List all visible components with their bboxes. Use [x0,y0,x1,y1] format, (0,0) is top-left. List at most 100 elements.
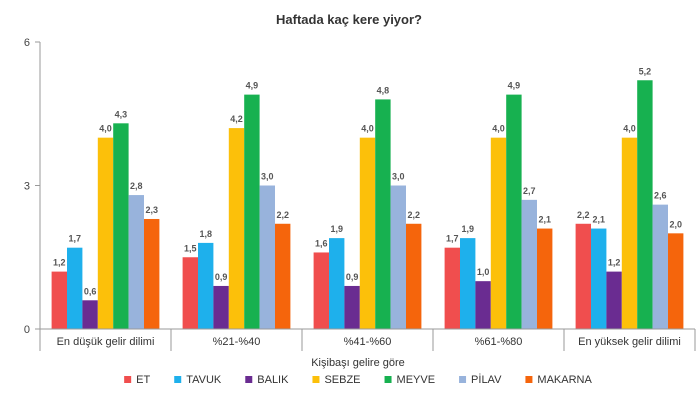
y-tick-label: 6 [24,37,30,49]
bar-value-label: 4,0 [623,124,636,134]
bar [475,281,491,329]
bar [606,271,622,329]
bar [344,285,360,329]
chart-title: Haftada kaç kere yiyor? [276,12,422,27]
bar [82,300,98,329]
x-tick-label: %21-%40 [213,336,261,348]
bar-value-label: 1,2 [53,258,66,268]
bar-value-label: 1,8 [199,229,212,239]
legend-label: ET [136,374,150,386]
bar [506,94,522,329]
bar-value-label: 3,0 [392,172,405,182]
bar [621,137,638,329]
bar-value-label: 4,9 [246,81,259,91]
x-axis: En düşük gelir dilimi %21-%40 %41-%60 %61-%… [39,328,696,351]
legend-swatch [525,376,533,383]
legend-swatch [174,376,182,383]
x-axis-label: Kişibaşı gelire göre [311,357,405,369]
bar-value-label: 2,2 [276,210,289,220]
bar-value-label: 4,0 [492,124,505,134]
legend-swatch [459,376,467,383]
bar-value-label: 2,3 [145,205,158,215]
bar [390,185,406,329]
bar [275,223,291,329]
bar [537,228,553,329]
bar [575,223,591,329]
bar [113,123,129,329]
bar [244,94,260,329]
bar-value-label: 2,1 [592,215,605,225]
bar-value-label: 0,6 [84,286,97,296]
x-tick-label: En yüksek gelir dilimi [578,336,681,348]
bar [67,247,83,329]
legend-label: MEYVE [397,374,436,386]
bar-value-label: 4,9 [508,81,521,91]
bar [198,242,214,329]
bar-value-label: 1,9 [330,224,343,234]
legend-label: BALIK [257,374,289,386]
legend-label: PİLAV [471,373,502,386]
y-axis: 0 3 6 [24,37,41,336]
bar-value-label: 2,0 [669,219,682,229]
legend-label: SEBZE [324,374,360,386]
legend-swatch [384,376,392,383]
bar-value-label: 4,0 [361,124,374,134]
x-tick-label: En düşük gelir dilimi [57,336,155,348]
x-tick-label: %61-%80 [475,336,523,348]
bar-value-label: 2,2 [407,210,420,220]
value-labels-group: 1,2 1,5 1,6 1,7 2,2 1,7 1,8 1,9 1,9 2,1 0,6 0,9 0,9 1… [53,66,682,296]
bar [51,271,67,329]
bar [329,238,345,329]
bar-value-label: 1,5 [184,243,197,253]
bar [375,99,391,330]
bar [668,233,684,329]
legend-swatch [312,376,320,383]
bar [444,247,460,329]
legend: ET TAVUK BALIK SEBZE MEYVE PİLAV MAKARNA [124,373,592,386]
bar-value-label: 2,1 [538,215,551,225]
bar-value-label: 2,8 [130,181,143,191]
bar-value-label: 2,6 [654,191,667,201]
bar [490,137,507,329]
bar [144,218,160,329]
bar-value-label: 1,9 [461,224,474,234]
bar-value-label: 4,0 [99,124,112,134]
bar-value-label: 4,3 [115,109,128,119]
bar-value-label: 3,0 [261,172,274,182]
bar [406,223,422,329]
bar-value-label: 0,9 [215,272,228,282]
bar [591,228,607,329]
bar [652,204,668,329]
legend-label: TAVUK [186,374,222,386]
bar-value-label: 4,8 [377,85,390,95]
bar-value-label: 1,7 [68,234,81,244]
bar-value-label: 0,9 [346,272,359,282]
bar-value-label: 1,0 [477,267,490,277]
legend-swatch [245,376,253,383]
legend-label: MAKARNA [537,374,592,386]
bar-value-label: 2,2 [577,210,590,220]
bar [259,185,275,329]
bar [182,257,198,329]
bar-value-label: 1,6 [315,238,328,248]
bar-value-label: 1,7 [446,234,459,244]
bar [359,137,376,329]
bar [128,195,144,329]
bar [521,199,537,329]
bar [313,252,329,329]
x-tick-label: %41-%60 [344,336,392,348]
bar [213,285,229,329]
legend-swatch [124,376,132,383]
bar [637,80,653,330]
bar-value-label: 5,2 [639,66,652,76]
bar-value-label: 2,7 [523,186,536,196]
y-tick-label: 3 [24,181,30,193]
y-tick-label: 0 [24,324,30,336]
bar-value-label: 1,2 [608,258,621,268]
bar [228,128,245,329]
bar [97,137,114,329]
bar-value-label: 4,2 [230,114,243,124]
bars-group [51,80,684,330]
